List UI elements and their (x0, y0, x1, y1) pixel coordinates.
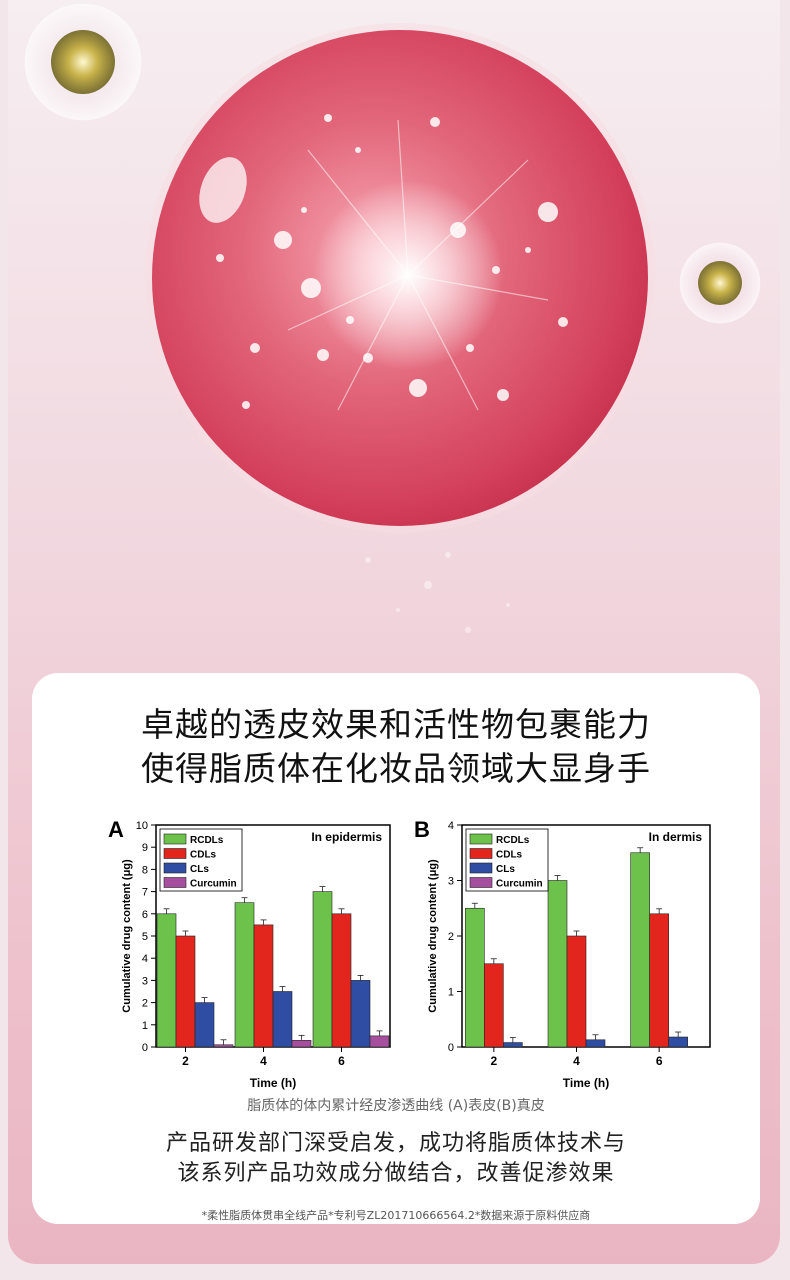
x-tick-label: 2 (182, 1054, 189, 1068)
legend-swatch-curcumin (163, 877, 187, 888)
y-tick-label: 3 (448, 876, 454, 888)
bar-curcumin-4 (291, 1040, 312, 1048)
x-tick-label: 4 (260, 1054, 267, 1068)
bar-cdls-2 (175, 935, 196, 1048)
bar-cls-6 (668, 1036, 688, 1048)
bar-cls-6 (350, 980, 371, 1048)
y-tick-label: 7 (142, 887, 148, 899)
legend-swatch-rcdls (163, 833, 187, 845)
hero-illustration (24, 3, 761, 633)
bar-cls-2 (503, 1042, 523, 1048)
legend-swatch-rcdls (469, 833, 493, 845)
content-card: 卓越的透皮效果和活性物包裹能力 使得脂质体在化妆品领域大显身手 A 0 1 2 3 4 5 6… (32, 673, 760, 1224)
bar-rcdls-4 (234, 902, 255, 1048)
bar-cdls-4 (566, 935, 587, 1048)
headline: 卓越的透皮效果和活性物包裹能力 使得脂质体在化妆品领域大显身手 (32, 703, 760, 791)
legend-swatch-curcumin (469, 877, 493, 888)
legend-label-rcdls: RCDLs (190, 835, 224, 846)
legend-label-curcumin: Curcumin (190, 879, 237, 890)
chart-annotation: In epidermis (311, 830, 382, 844)
bar-rcdls-6 (630, 852, 650, 1048)
y-tick-label: 4 (142, 953, 148, 965)
legend-label-cdls: CDLs (496, 850, 523, 861)
legend-label-cdls: CDLs (190, 850, 217, 861)
footnote: *柔性脂质体贯串全线产品*专利号ZL201710666564.2*数据来源于原料… (201, 1209, 591, 1222)
headline-line-1: 卓越的透皮效果和活性物包裹能力 (141, 705, 651, 744)
bar-rcdls-4 (547, 880, 568, 1048)
legend-label-cls: CLs (496, 864, 515, 875)
y-tick-label: 6 (142, 909, 148, 921)
y-tick-label: 3 (142, 975, 148, 987)
y-tick-label: 2 (448, 931, 454, 943)
bar-cdls-2 (484, 963, 504, 1048)
y-tick-label: 2 (142, 998, 148, 1010)
bar-cls-4 (585, 1039, 606, 1048)
x-tick-label: 6 (338, 1054, 345, 1068)
headline-line-2: 使得脂质体在化妆品领域大显身手 (141, 749, 651, 788)
x-tick-label: 2 (490, 1054, 497, 1068)
chart-panel-a: A 0 1 2 3 4 5 6 7 8 9 10 Cumulative drug content (μg… (108, 817, 391, 1090)
y-tick-label: 0 (448, 1042, 454, 1054)
chart-annotation: In dermis (649, 830, 703, 844)
bar-cls-4 (272, 991, 293, 1048)
y-tick-label: 1 (448, 987, 454, 999)
y-tick-label: 9 (142, 842, 148, 854)
y-tick-label: 5 (142, 931, 148, 943)
chart-panel-b: B 0 1 2 3 4 Cumulative drug content (μg) Time (… (414, 817, 711, 1090)
x-tick-label: 4 (573, 1054, 580, 1068)
legend-swatch-cls (163, 862, 187, 874)
bar-rcdls-2 (465, 907, 485, 1048)
product-page: 卓越的透皮效果和活性物包裹能力 使得脂质体在化妆品领域大显身手 A 0 1 2 3 4 5 6… (8, 0, 780, 1264)
legend-swatch-cdls (469, 848, 493, 859)
bar-cls-2 (194, 1002, 215, 1048)
x-axis-label: Time (h) (250, 1076, 296, 1090)
body-line-2: 该系列产品功效成分做结合，改善促渗效果 (177, 1161, 615, 1186)
legend-label-cls: CLs (190, 864, 209, 875)
y-tick-label: 1 (142, 1020, 148, 1032)
x-axis-label: Time (h) (563, 1076, 609, 1090)
bar-curcumin-2 (213, 1044, 234, 1048)
chart-caption: 脂质体的体内累计经皮渗透曲线 (A)表皮(B)真皮 (247, 1098, 545, 1114)
y-tick-label: 10 (136, 820, 148, 832)
y-tick-label: 4 (448, 820, 454, 832)
y-tick-label: 8 (142, 864, 148, 876)
y-axis-label: Cumulative drug content (μg) (427, 859, 439, 1013)
bar-rcdls-2 (156, 913, 177, 1048)
legend-label-rcdls: RCDLs (496, 835, 530, 846)
bar-rcdls-6 (312, 891, 333, 1048)
panel-label: A (108, 817, 124, 842)
bar-cdls-6 (649, 913, 669, 1048)
y-tick-label: 0 (142, 1042, 148, 1054)
bar-cdls-6 (331, 913, 352, 1048)
body-line-1: 产品研发部门深受启发，成功将脂质体技术与 (165, 1131, 626, 1156)
panel-label: B (414, 817, 430, 842)
legend-swatch-cdls (163, 848, 187, 859)
body-text: 产品研发部门深受启发，成功将脂质体技术与 该系列产品功效成分做结合，改善促渗效果 (32, 1129, 760, 1189)
x-tick-label: 6 (656, 1054, 663, 1068)
legend-swatch-cls (469, 862, 493, 874)
bar-cdls-4 (253, 924, 274, 1048)
y-axis-label: Cumulative drug content (μg) (121, 859, 133, 1013)
bar-curcumin-6 (369, 1035, 390, 1048)
legend-label-curcumin: Curcumin (496, 879, 543, 890)
